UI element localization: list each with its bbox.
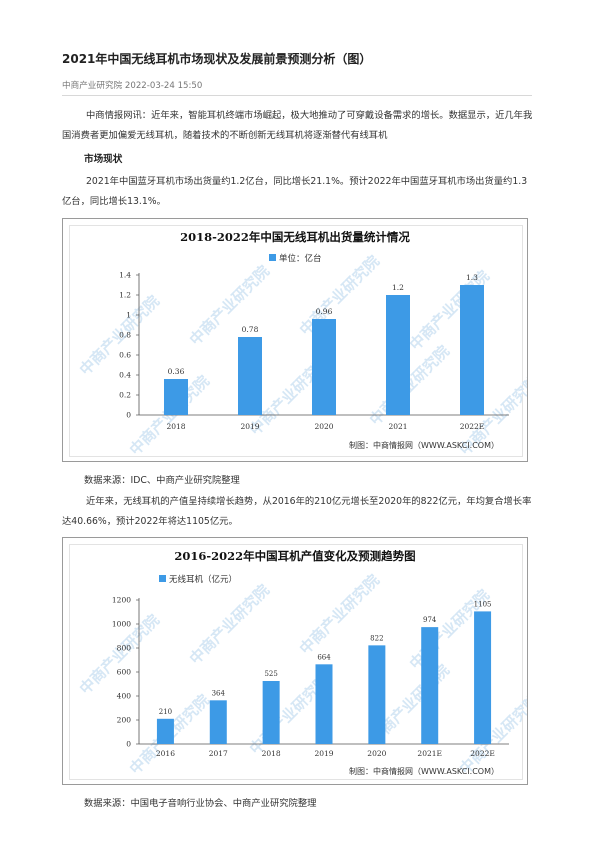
y-tick-label: 400	[117, 692, 132, 701]
y-tick-label: 1	[126, 311, 131, 320]
chart-title: 2018-2022年中国无线耳机出货量统计情况	[180, 230, 410, 244]
source-note-1: 数据来源：IDC、中商产业研究院整理	[84, 475, 240, 486]
paragraph-shipments: 2021年中国蓝牙耳机市场出货量约1.2亿台，同比增长21.1%。预计2022年…	[62, 176, 528, 207]
y-tick-label: 800	[117, 644, 132, 653]
watermark-text: 中商产业研究院	[296, 571, 383, 658]
legend-swatch	[159, 575, 166, 582]
bar-2022E	[460, 285, 484, 415]
x-tick-label: 2018	[262, 749, 281, 758]
x-tick-label: 2019	[240, 422, 259, 431]
chart-frame	[69, 225, 523, 457]
bar-2021E	[421, 627, 439, 744]
output-value-chart: 中商产业研究院 中商产业研究院 中商产业研究院 中商产业研究院 中商产业研究院 中商产业研…	[62, 537, 528, 785]
x-tick-label: 2017	[209, 749, 228, 758]
y-tick-label: 1000	[112, 620, 131, 629]
x-tick-label: 2022E	[460, 422, 485, 431]
x-tick-label: 2022E	[470, 749, 495, 758]
bar-2016	[156, 718, 174, 744]
data-label: 210	[159, 708, 172, 716]
watermark-text: 中商产业研究院	[186, 581, 273, 668]
chart-credit: 制图：中商情报网（WWW.ASKCI.COM）	[349, 766, 499, 776]
divider	[62, 95, 532, 96]
x-tick-label: 2020	[367, 749, 386, 758]
paragraph-output-value: 近年来，无线耳机的产值呈持续增长趋势，从2016年的210亿元增长至2020年的…	[62, 496, 532, 527]
chart-legend: 单位：亿台	[269, 253, 322, 264]
y-tick-label: 200	[117, 716, 132, 725]
data-label: 1.3	[466, 273, 478, 282]
y-tick-label: 0	[126, 740, 131, 749]
x-tick-label: 2018	[166, 422, 185, 431]
data-label: 974	[423, 616, 437, 624]
x-tick-label: 2019	[314, 749, 333, 758]
legend-swatch	[269, 254, 276, 261]
watermark-text: 中商产业研究院	[186, 262, 273, 349]
y-tick-label: 0.4	[119, 371, 131, 380]
article-title: 2021年中国无线耳机市场现状及发展前景预测分析（图）	[62, 52, 372, 66]
bar-2022E	[474, 611, 492, 744]
shipments-chart: 中商产业研究院 中商产业研究院 中商产业研究院 中商产业研究院 中商产业研究院 中商产业研…	[62, 218, 528, 462]
y-tick-label: 0.6	[119, 351, 131, 360]
data-label: 1105	[474, 600, 492, 608]
x-tick-label: 2020	[314, 422, 333, 431]
y-tick-label: 1200	[112, 596, 131, 605]
y-tick-label: 600	[117, 668, 132, 677]
bar-2017	[209, 700, 227, 744]
article-meta: 中商产业研究院 2022-03-24 15:50	[62, 81, 203, 91]
bar-2019	[238, 337, 262, 415]
y-tick-label: 1.2	[119, 291, 131, 300]
bar-2018	[164, 379, 188, 415]
legend-label: 无线耳机（亿元）	[169, 574, 237, 585]
bar-2021	[386, 295, 410, 415]
y-tick-label: 0.8	[119, 331, 131, 340]
data-label: 1.2	[392, 283, 404, 292]
bar-2020	[312, 319, 336, 415]
chart-legend: 无线耳机（亿元）	[159, 574, 237, 585]
data-label: 0.78	[242, 325, 259, 334]
x-tick-label: 2021E	[417, 749, 442, 758]
section-heading: 市场现状	[84, 154, 123, 165]
bar-2020	[368, 645, 386, 744]
data-label: 525	[264, 670, 277, 678]
data-label: 0.36	[168, 367, 185, 376]
bar-2018	[262, 681, 280, 744]
data-label: 822	[370, 634, 383, 642]
data-label: 664	[317, 653, 331, 661]
y-tick-label: 1.4	[119, 271, 131, 280]
legend-label: 单位：亿台	[279, 253, 322, 264]
x-tick-label: 2021	[388, 422, 407, 431]
x-tick-label: 2016	[156, 749, 175, 758]
watermark-text: 中商产业研究院	[456, 691, 527, 778]
y-tick-label: 0	[126, 411, 131, 420]
data-label: 364	[212, 689, 226, 697]
y-tick-label: 0.2	[119, 391, 131, 400]
intro-paragraph: 中商情报网讯：近年来，智能耳机终端市场崛起，极大地推动了可穿戴设备需求的增长。数…	[62, 110, 533, 141]
chart-title: 2016-2022年中国耳机产值变化及预测趋势图	[174, 549, 415, 563]
watermark-text: 中商产业研究院	[296, 252, 383, 339]
bar-2019	[315, 664, 333, 744]
source-note-2: 数据来源：中国电子音响行业协会、中商产业研究院整理	[84, 798, 317, 809]
chart-credit: 制图：中商情报网（WWW.ASKCI.COM）	[349, 440, 499, 450]
data-label: 0.96	[316, 307, 333, 316]
chart-frame	[69, 544, 523, 780]
